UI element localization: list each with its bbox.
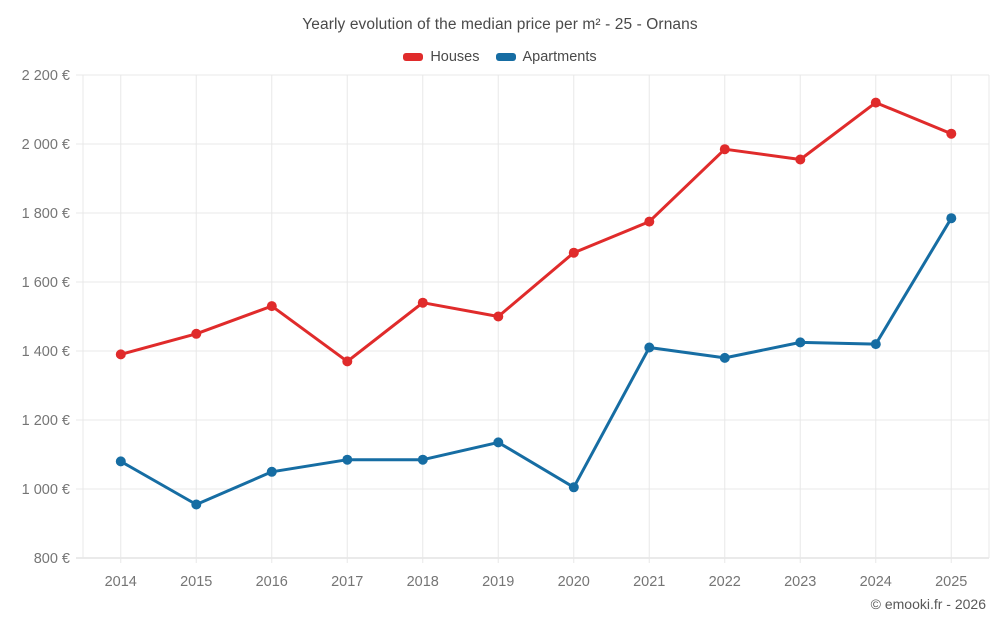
y-tick-label: 1 200 € xyxy=(22,413,70,429)
apartments-point-2021[interactable] xyxy=(644,342,655,353)
y-tick-label: 2 200 € xyxy=(22,68,70,84)
houses-point-2017[interactable] xyxy=(342,356,353,367)
copyright: © emooki.fr - 2026 xyxy=(870,596,986,612)
apartments-line xyxy=(119,216,953,506)
legend-item-apartments[interactable]: Apartments xyxy=(495,49,597,65)
apartments-point-2023[interactable] xyxy=(795,337,806,348)
apartments-point-2024[interactable] xyxy=(870,339,881,350)
x-tick-label: 2016 xyxy=(256,574,288,590)
houses-point-2021[interactable] xyxy=(644,216,655,227)
houses-line xyxy=(119,101,953,363)
x-tick-label: 2023 xyxy=(784,574,816,590)
y-tick-label: 2 000 € xyxy=(22,137,70,153)
legend-label-apartments: Apartments xyxy=(522,49,597,65)
x-tick-label: 2022 xyxy=(709,574,741,590)
apartments-point-2020[interactable] xyxy=(568,482,579,493)
apartments-point-2025[interactable] xyxy=(946,213,957,224)
x-tick-label: 2024 xyxy=(860,574,892,590)
houses-point-2015[interactable] xyxy=(191,328,202,339)
apartments-point-2018[interactable] xyxy=(417,454,428,465)
houses-point-2014[interactable] xyxy=(115,349,126,360)
apartments-point-2019[interactable] xyxy=(493,437,504,448)
y-tick-label: 800 € xyxy=(34,551,70,567)
houses-swatch-icon xyxy=(403,53,424,61)
y-tick-label: 1 800 € xyxy=(22,206,70,222)
y-tick-label: 1 600 € xyxy=(22,275,70,291)
y-tick-label: 1 400 € xyxy=(22,344,70,360)
apartments-point-2022[interactable] xyxy=(719,352,730,363)
x-tick-label: 2017 xyxy=(331,574,363,590)
apartments-point-2017[interactable] xyxy=(342,454,353,465)
x-tick-label: 2021 xyxy=(633,574,665,590)
houses-point-2023[interactable] xyxy=(795,154,806,165)
x-tick-label: 2019 xyxy=(482,574,514,590)
houses-point-2025[interactable] xyxy=(946,128,957,139)
legend-label-houses: Houses xyxy=(430,49,480,65)
chart-title: Yearly evolution of the median price per… xyxy=(302,16,698,33)
x-tick-label: 2020 xyxy=(558,574,590,590)
apartments-swatch-icon xyxy=(495,53,516,61)
houses-point-2019[interactable] xyxy=(493,311,504,322)
houses-point-2018[interactable] xyxy=(417,297,428,308)
houses-point-2016[interactable] xyxy=(266,301,277,312)
legend-item-houses[interactable]: Houses xyxy=(403,49,480,65)
apartments-point-2015[interactable] xyxy=(191,499,202,510)
apartments-point-2014[interactable] xyxy=(115,456,126,467)
houses-point-2024[interactable] xyxy=(870,97,881,108)
x-tick-label: 2018 xyxy=(407,574,439,590)
apartments-point-2016[interactable] xyxy=(266,466,277,477)
houses-point-2020[interactable] xyxy=(568,247,579,258)
legend: Houses Apartments xyxy=(0,47,1000,67)
x-tick-label: 2014 xyxy=(105,574,137,590)
y-tick-label: 1 000 € xyxy=(22,482,70,498)
x-tick-label: 2025 xyxy=(935,574,967,590)
x-tick-label: 2015 xyxy=(180,574,212,590)
houses-point-2022[interactable] xyxy=(719,144,730,155)
